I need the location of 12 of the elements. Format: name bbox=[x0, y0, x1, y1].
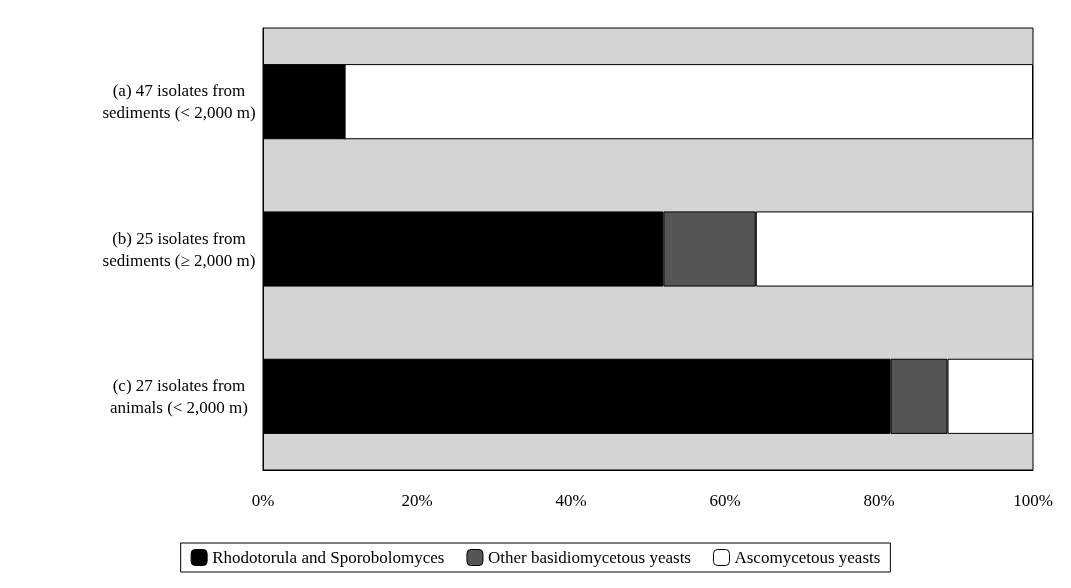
legend-label: Rhodotorula and Sporobolomyces bbox=[212, 548, 445, 567]
y-tick-label: (a) 47 isolates from sediments (< 2,000 m) bbox=[102, 81, 256, 123]
x-tick-label: 80% bbox=[863, 491, 895, 510]
y-tick-label: (b) 25 isolates from sediments (≥ 2,000 m) bbox=[102, 228, 256, 270]
y-tick-label: (c) 27 isolates from animals (< 2,000 m) bbox=[109, 375, 249, 417]
x-tick-label: 60% bbox=[709, 491, 741, 510]
x-tick-label: 40% bbox=[555, 491, 587, 510]
x-tick-label: 0% bbox=[251, 491, 275, 510]
x-tick-label: 20% bbox=[401, 491, 433, 510]
x-tick-label: 100% bbox=[1013, 491, 1053, 510]
legend-label: Ascomycetous yeasts bbox=[734, 548, 881, 567]
legend-label: Other basidiomycetous yeasts bbox=[487, 548, 691, 567]
